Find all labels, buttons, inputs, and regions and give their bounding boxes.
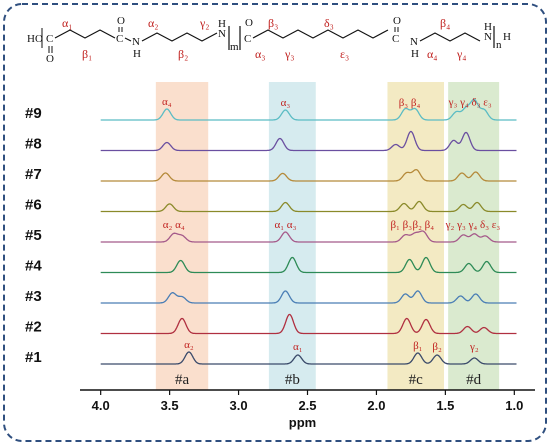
x-tick-label-2: 3.5 xyxy=(161,398,179,413)
struct-n1: N xyxy=(132,36,140,48)
struct-n3: N xyxy=(410,36,418,48)
sample-label-1: #9 xyxy=(25,105,42,122)
struct-c2: C xyxy=(116,33,123,45)
struct-beta3: β₃ xyxy=(268,16,278,30)
x-axis-label: ppm xyxy=(289,415,316,430)
sample-labels: #9 #8 #7 #6 #5 #4 #3 #2 #1 xyxy=(25,105,42,366)
struct-epsilon3: ε₃ xyxy=(340,47,349,61)
chain-4 xyxy=(419,32,481,42)
series-line-9 xyxy=(100,351,517,365)
struct-delta3: δ₃ xyxy=(324,16,334,30)
struct-ho: HO xyxy=(27,33,43,45)
region-label-3: #c xyxy=(409,372,424,388)
struct-h2: H xyxy=(218,18,226,30)
struct-c1: C xyxy=(46,33,53,45)
sample-label-8: #2 xyxy=(25,319,42,336)
spectra-series xyxy=(100,98,517,365)
series-line-6 xyxy=(100,256,517,274)
shaded-regions: #a #b #c #d xyxy=(155,82,500,390)
struct-beta2: β₂ xyxy=(178,47,188,61)
annotation-7: β₁ β₃ xyxy=(390,219,412,231)
region-label-4: #d xyxy=(466,372,482,388)
struct-o2: O xyxy=(117,15,125,27)
region-4 xyxy=(448,82,500,390)
annotation-10: α₂ xyxy=(184,339,194,351)
struct-alpha1: α₁ xyxy=(62,16,72,30)
x-tick-label-3: 3.0 xyxy=(230,398,248,413)
struct-gamma2: γ₂ xyxy=(199,16,210,30)
x-tick-label-4: 2.5 xyxy=(298,398,316,413)
struct-n-sub: n xyxy=(496,39,502,51)
struct-o4: O xyxy=(393,15,401,27)
series-line-4 xyxy=(100,200,517,213)
annotation-11: α₁ xyxy=(293,341,303,353)
struct-n4: N xyxy=(484,31,492,43)
chemical-structure: HO C O C O N H N H m C O C O N H N H n xyxy=(27,15,511,65)
struct-o3: O xyxy=(245,17,253,29)
region-3 xyxy=(387,82,444,390)
struct-h3: H xyxy=(411,48,419,60)
region-label-1: #a xyxy=(175,372,190,388)
sample-label-9: #1 xyxy=(25,349,42,366)
annotation-2: α₃ xyxy=(281,97,291,109)
struct-beta1: β₁ xyxy=(82,47,92,61)
struct-n2: N xyxy=(218,28,226,40)
series-line-7 xyxy=(100,290,517,304)
x-tick-label-7: 1.0 xyxy=(505,398,523,413)
sample-label-2: #8 xyxy=(25,136,42,153)
x-tick-label-6: 1.5 xyxy=(436,398,454,413)
annotation-6: α₁ α₃ xyxy=(274,219,296,231)
chain-2 xyxy=(141,32,218,42)
region-2 xyxy=(268,82,316,390)
struct-m: m xyxy=(230,41,239,53)
x-axis: 4.0 3.5 3.0 2.5 2.0 1.5 1.0 ppm xyxy=(80,389,535,430)
region-1 xyxy=(155,82,209,390)
struct-h5: H xyxy=(503,31,511,43)
annotation-3: β₃ β₄ xyxy=(399,97,421,109)
sample-label-4: #6 xyxy=(25,197,42,214)
struct-alpha2: α₂ xyxy=(148,16,158,30)
sample-label-6: #4 xyxy=(25,258,42,275)
struct-gamma3: γ₃ xyxy=(284,47,295,61)
annotation-4: γ₃ γ₄ δ₃ ε₃ xyxy=(448,96,492,108)
annotation-13: β₂ xyxy=(432,341,442,353)
x-tick-label-5: 2.0 xyxy=(367,398,385,413)
sample-label-7: #3 xyxy=(25,288,42,305)
annotation-14: γ₂ xyxy=(469,341,479,353)
x-tick-label-1: 4.0 xyxy=(92,398,110,413)
sample-label-3: #7 xyxy=(25,166,42,183)
region-label-2: #b xyxy=(285,372,300,388)
series-line-3 xyxy=(100,168,517,182)
series-line-5 xyxy=(100,230,517,243)
struct-o1: O xyxy=(46,53,54,65)
series-line-8 xyxy=(100,313,517,335)
struct-h1: H xyxy=(133,48,141,60)
chain-1 xyxy=(54,29,116,39)
series-line-2 xyxy=(100,130,517,152)
annotation-9: γ₂ γ₃ γ₄ δ₃ ε₃ xyxy=(445,219,501,231)
struct-beta4: β₄ xyxy=(440,16,450,30)
annotation-12: β₁ xyxy=(413,340,423,352)
sample-label-5: #5 xyxy=(25,227,42,244)
struct-c4: C xyxy=(392,33,399,45)
series-line-1 xyxy=(100,98,517,121)
dashed-frame xyxy=(3,3,547,442)
chain-3 xyxy=(252,29,389,39)
struct-alpha4: α₄ xyxy=(427,47,437,61)
annotation-8: β₂ β₄ xyxy=(413,219,435,231)
struct-alpha3: α₃ xyxy=(255,47,265,61)
struct-c3: C xyxy=(244,33,251,45)
annotation-1: α₄ xyxy=(162,96,172,108)
struct-gamma4: γ₄ xyxy=(456,47,467,61)
peak-annotations: α₄ α₃ β₃ β₄ γ₃ γ₄ δ₃ ε₃ α₂ α₄ α₁ α₃ β₁ β₃ β₂ β₄… xyxy=(162,96,500,353)
annotation-5: α₂ α₄ xyxy=(163,219,185,231)
struct-h4: H xyxy=(484,21,492,33)
